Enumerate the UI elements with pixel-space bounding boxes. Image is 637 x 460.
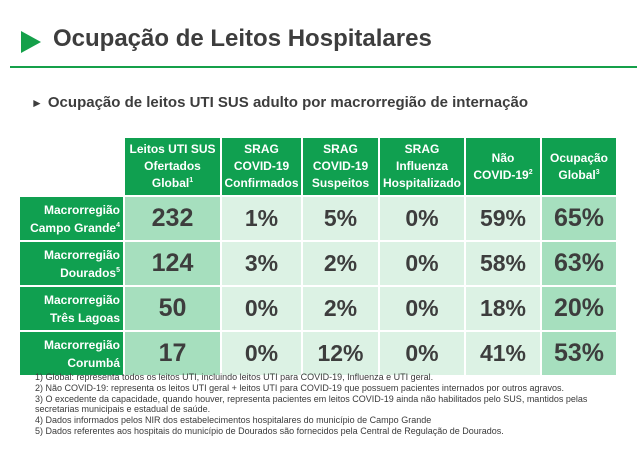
- percent-cell: 5%: [303, 197, 378, 240]
- column-header-line: Ofertados: [144, 159, 201, 173]
- global-occupancy-cell: 63%: [542, 242, 616, 285]
- percent-cell: 18%: [466, 287, 540, 330]
- region-label: Macrorregião Dourados5: [20, 242, 123, 285]
- percent-cell: 2%: [303, 287, 378, 330]
- occupancy-table: Leitos UTI SUS Ofertados Global1 SRAG COVID-…: [18, 136, 618, 377]
- column-header-line: Suspeitos: [311, 176, 370, 190]
- footnote-line: 2) Não COVID-19: representa os leitos UT…: [35, 382, 565, 393]
- header-corner: [20, 138, 123, 195]
- footnote-line: 5) Dados referentes aos hospitais do mun…: [35, 425, 504, 436]
- table-row: Macrorregião Corumbá 17 0% 12% 0% 41% 53%: [20, 332, 616, 375]
- table-header-row: Leitos UTI SUS Ofertados Global1 SRAG COVID-…: [20, 138, 616, 195]
- beds-offered-cell: 232: [125, 197, 220, 240]
- footnote-ref: 5: [116, 266, 120, 274]
- column-header: SRAG COVID-19 Suspeitos: [303, 138, 378, 195]
- region-label: Macrorregião Três Lagoas: [20, 287, 123, 330]
- column-header: Não COVID-192: [466, 138, 540, 195]
- footnote-line: 3) O excedente da capacidade, quando hou…: [35, 393, 588, 415]
- percent-cell: 12%: [303, 332, 378, 375]
- footnote-line: 1) Global: representa todos os leitos UT…: [35, 372, 434, 382]
- column-header-line: Influenza: [395, 159, 448, 173]
- percent-cell: 0%: [380, 197, 464, 240]
- column-header-line: Não: [491, 150, 515, 165]
- percent-cell: 3%: [222, 242, 301, 285]
- column-header-line: SRAG: [404, 142, 440, 156]
- percent-cell: 0%: [222, 332, 301, 375]
- beds-offered-cell: 17: [125, 332, 220, 375]
- percent-cell: 58%: [466, 242, 540, 285]
- footnote-ref: 1: [189, 177, 194, 184]
- region-name: Corumbá: [67, 355, 120, 370]
- percent-cell: 2%: [303, 242, 378, 285]
- region-name: Dourados: [60, 265, 117, 280]
- percent-cell: 0%: [222, 287, 301, 330]
- region-label-line1: Macrorregião: [43, 202, 120, 217]
- global-occupancy-cell: 20%: [542, 287, 616, 330]
- title-triangle-icon: [21, 31, 41, 53]
- subtitle-text: Ocupação de leitos UTI SUS adulto por ma…: [47, 94, 529, 111]
- beds-offered-cell: 124: [125, 242, 220, 285]
- table-row: Macrorregião Dourados5 124 3% 2% 0% 58% 63%: [20, 242, 616, 285]
- percent-cell: 0%: [380, 332, 464, 375]
- region-name: Três Lagoas: [49, 310, 120, 325]
- global-occupancy-cell: 65%: [542, 197, 616, 240]
- column-header-line: SRAG: [323, 142, 358, 156]
- table-row: Macrorregião Campo Grande4 232 1% 5% 0% 59% 65%: [20, 197, 616, 240]
- percent-cell: 1%: [222, 197, 301, 240]
- global-occupancy-cell: 53%: [542, 332, 616, 375]
- region-name: Campo Grande: [30, 220, 117, 235]
- table-body: Macrorregião Campo Grande4 232 1% 5% 0% 59% 65%…: [20, 197, 616, 375]
- column-header: SRAG Influenza Hospitalizado: [380, 138, 464, 195]
- percent-cell: 0%: [380, 242, 464, 285]
- column-header-line: Global: [558, 167, 596, 182]
- footnotes: 1) Global: representa todos os leitos UT…: [35, 372, 615, 437]
- region-label-line1: Macrorregião: [43, 337, 120, 352]
- column-header-line: COVID-19: [312, 159, 369, 173]
- percent-cell: 0%: [380, 287, 464, 330]
- section-subtitle: ► Ocupação de leitos UTI SUS adulto por m…: [31, 94, 528, 111]
- column-header-line: Ocupação: [549, 150, 609, 165]
- column-header: SRAG COVID-19 Confirmados: [222, 138, 301, 195]
- column-header-line: Confirmados: [224, 176, 299, 190]
- column-header-line: Leitos UTI SUS: [129, 142, 216, 156]
- column-header-line: COVID-19: [233, 159, 290, 173]
- column-header-line: Hospitalizado: [382, 176, 461, 190]
- percent-cell: 59%: [466, 197, 540, 240]
- footnote-ref: 3: [595, 168, 600, 176]
- title-divider: [10, 66, 637, 68]
- pointer-icon: ►: [31, 96, 43, 110]
- footnote-ref: 4: [116, 221, 120, 229]
- column-header-line: COVID-19: [473, 167, 529, 182]
- footnote-ref: 2: [528, 168, 533, 176]
- page-title: Ocupação de Leitos Hospitalares: [53, 25, 432, 52]
- footnote-line: 4) Dados informados pelos NIR dos estabe…: [35, 415, 432, 426]
- percent-cell: 41%: [466, 332, 540, 375]
- beds-offered-cell: 50: [125, 287, 220, 330]
- region-label-line1: Macrorregião: [43, 247, 120, 262]
- column-header: Leitos UTI SUS Ofertados Global1: [125, 138, 220, 195]
- region-label-line1: Macrorregião: [43, 292, 120, 307]
- column-header: Ocupação Global3: [542, 138, 616, 195]
- column-header-line: SRAG: [244, 142, 279, 156]
- table-row: Macrorregião Três Lagoas 50 0% 2% 0% 18% 20%: [20, 287, 616, 330]
- column-header-line: Global: [151, 176, 190, 190]
- region-label: Macrorregião Campo Grande4: [20, 197, 123, 240]
- region-label: Macrorregião Corumbá: [20, 332, 123, 375]
